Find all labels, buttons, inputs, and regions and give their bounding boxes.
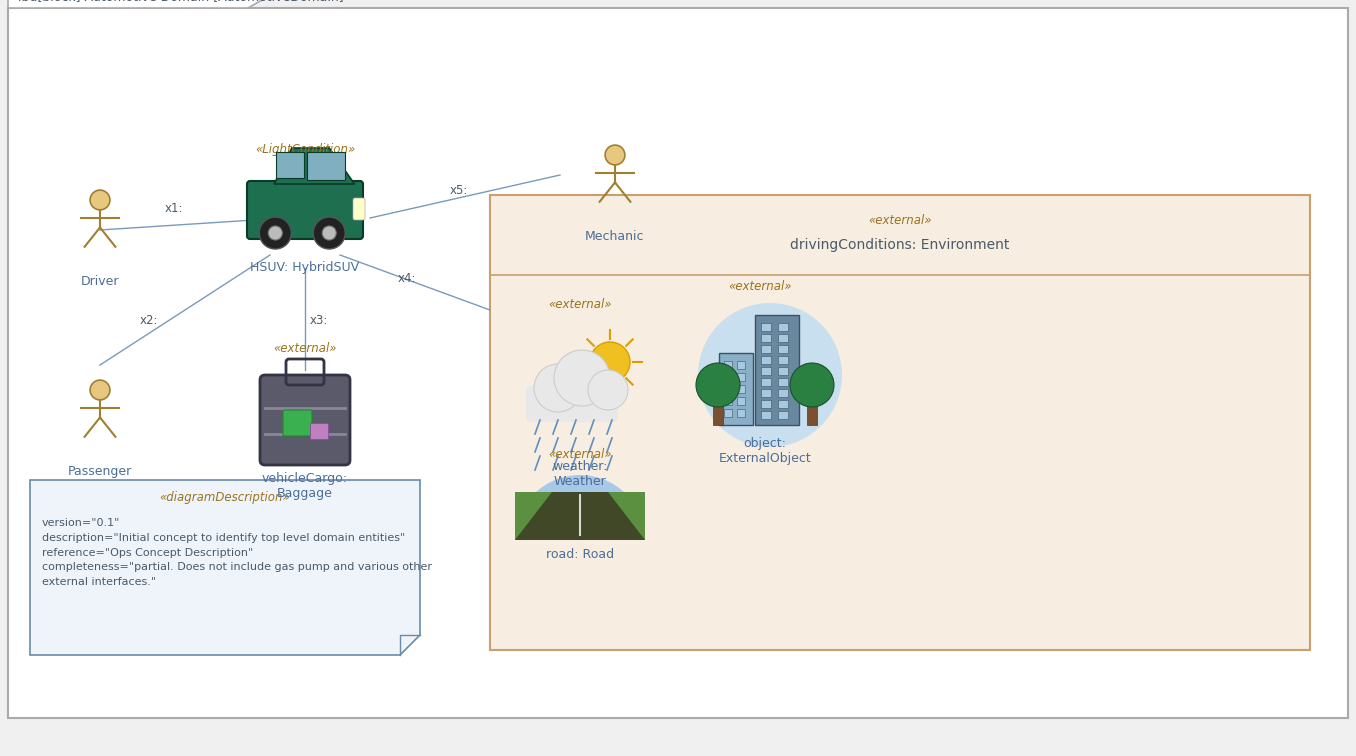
Circle shape bbox=[791, 363, 834, 407]
FancyBboxPatch shape bbox=[526, 386, 618, 422]
Text: x2:: x2: bbox=[140, 314, 159, 327]
Text: ibd[block] Automotive Domain [AutomotiveDomain]: ibd[block] Automotive Domain [Automotive… bbox=[18, 0, 343, 4]
Bar bbox=[761, 400, 772, 408]
Bar bbox=[778, 389, 788, 397]
Bar bbox=[778, 367, 788, 375]
Text: Passenger: Passenger bbox=[68, 465, 132, 478]
FancyBboxPatch shape bbox=[353, 198, 365, 220]
Bar bbox=[761, 323, 772, 331]
Circle shape bbox=[268, 226, 282, 240]
Bar bbox=[738, 361, 744, 369]
Text: x5:: x5: bbox=[450, 184, 468, 197]
Text: x3:: x3: bbox=[311, 314, 328, 327]
FancyBboxPatch shape bbox=[277, 152, 304, 178]
Circle shape bbox=[89, 380, 110, 400]
Polygon shape bbox=[8, 0, 262, 8]
Polygon shape bbox=[30, 480, 420, 655]
Bar bbox=[778, 378, 788, 386]
Bar bbox=[778, 411, 788, 419]
Bar bbox=[738, 409, 744, 417]
Polygon shape bbox=[594, 492, 645, 540]
Circle shape bbox=[555, 350, 610, 406]
Text: Driver: Driver bbox=[81, 275, 119, 288]
Bar bbox=[713, 400, 723, 425]
Bar bbox=[807, 400, 818, 425]
Text: version="0.1"
description="Initial concept to identify top level domain entities: version="0.1" description="Initial conce… bbox=[42, 518, 433, 587]
Circle shape bbox=[259, 217, 292, 249]
FancyBboxPatch shape bbox=[283, 410, 312, 436]
Text: Mechanic: Mechanic bbox=[586, 230, 644, 243]
Bar bbox=[761, 378, 772, 386]
Text: «diagramDescription»: «diagramDescription» bbox=[160, 491, 290, 504]
Text: «external»: «external» bbox=[868, 215, 932, 228]
Bar bbox=[724, 373, 732, 381]
Polygon shape bbox=[515, 492, 645, 540]
Text: «external»: «external» bbox=[274, 342, 336, 355]
Bar bbox=[761, 411, 772, 419]
Bar bbox=[778, 400, 788, 408]
Circle shape bbox=[89, 190, 110, 210]
Text: weather:
Weather: weather: Weather bbox=[552, 460, 607, 488]
Bar bbox=[761, 345, 772, 353]
Bar bbox=[719, 353, 753, 425]
Bar bbox=[761, 367, 772, 375]
Text: x4:: x4: bbox=[399, 271, 416, 284]
Bar bbox=[724, 385, 732, 393]
Circle shape bbox=[698, 303, 842, 447]
Circle shape bbox=[605, 145, 625, 165]
Circle shape bbox=[313, 217, 346, 249]
Text: vehicleCargo:
Baggage: vehicleCargo: Baggage bbox=[262, 472, 348, 500]
Bar bbox=[724, 409, 732, 417]
Circle shape bbox=[590, 342, 631, 382]
Polygon shape bbox=[274, 148, 354, 184]
Bar bbox=[724, 397, 732, 405]
Bar bbox=[778, 323, 788, 331]
Bar bbox=[778, 345, 788, 353]
Bar bbox=[738, 385, 744, 393]
Circle shape bbox=[696, 363, 740, 407]
FancyBboxPatch shape bbox=[260, 375, 350, 465]
Text: road: Road: road: Road bbox=[546, 548, 614, 561]
Circle shape bbox=[534, 364, 582, 412]
Bar bbox=[738, 373, 744, 381]
FancyBboxPatch shape bbox=[308, 152, 346, 180]
Bar bbox=[755, 315, 799, 425]
Bar bbox=[761, 389, 772, 397]
Bar bbox=[490, 195, 1310, 650]
FancyBboxPatch shape bbox=[311, 423, 328, 439]
Text: «external»: «external» bbox=[548, 448, 612, 461]
Text: x1:: x1: bbox=[165, 202, 183, 215]
Circle shape bbox=[589, 370, 628, 410]
Text: «external»: «external» bbox=[728, 280, 792, 293]
Text: drivingConditions: Environment: drivingConditions: Environment bbox=[791, 238, 1010, 252]
Bar bbox=[761, 334, 772, 342]
Text: «LightCondition»: «LightCondition» bbox=[255, 144, 355, 156]
Polygon shape bbox=[515, 492, 565, 540]
Bar bbox=[738, 397, 744, 405]
Text: object:
ExternalObject: object: ExternalObject bbox=[719, 437, 811, 465]
Bar bbox=[778, 334, 788, 342]
Text: «external»: «external» bbox=[548, 298, 612, 311]
Text: HSUV: HybridSUV: HSUV: HybridSUV bbox=[251, 261, 359, 274]
Wedge shape bbox=[515, 475, 645, 540]
Bar bbox=[761, 356, 772, 364]
Bar bbox=[778, 356, 788, 364]
Circle shape bbox=[323, 226, 336, 240]
FancyBboxPatch shape bbox=[247, 181, 363, 239]
Bar bbox=[724, 361, 732, 369]
